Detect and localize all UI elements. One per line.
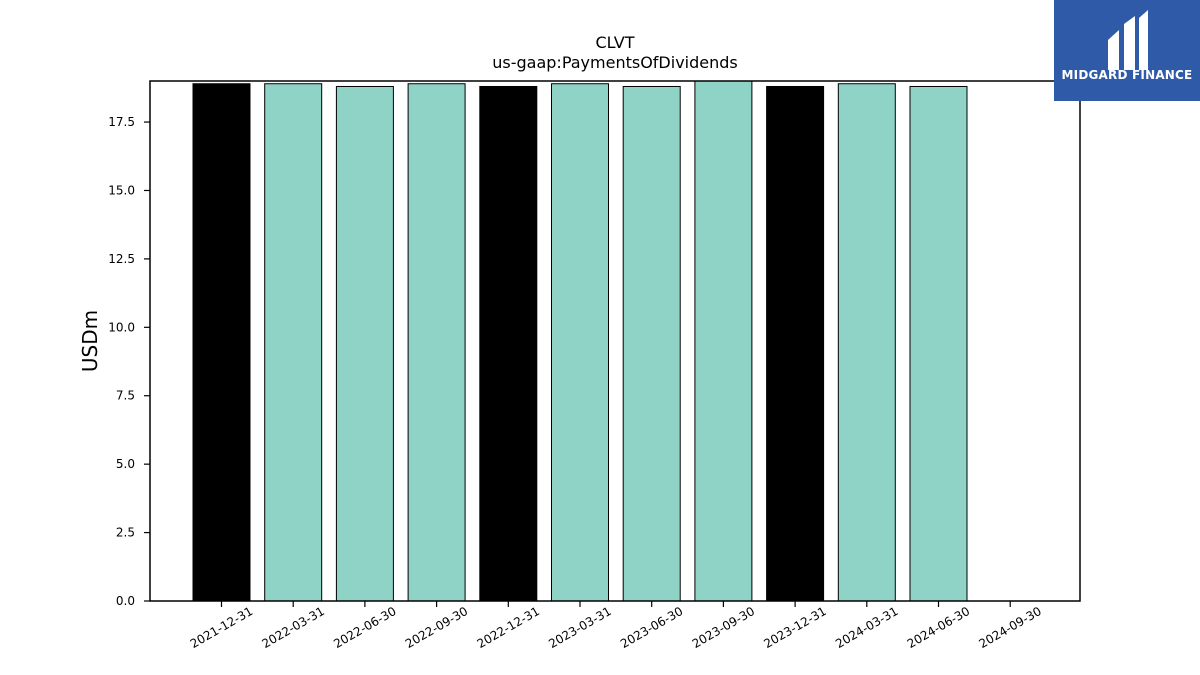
bar-2023-06-30 <box>622 85 681 602</box>
x-tick-label: 2022-12-31 <box>475 604 542 651</box>
bar-2022-12-31 <box>479 85 538 602</box>
x-tick-label: 2022-06-30 <box>331 604 398 651</box>
x-tick-label: 2023-09-30 <box>690 604 757 651</box>
logo-text: MIDGARD FINANCE <box>1061 68 1193 82</box>
x-tick-label: 2022-03-31 <box>259 604 326 651</box>
bar-2022-03-31 <box>264 83 323 602</box>
bar-2022-06-30 <box>335 85 394 602</box>
bar-2023-03-31 <box>551 83 609 602</box>
y-tick-label: 2.5 <box>116 526 135 540</box>
bar-2021-12-31 <box>192 83 251 602</box>
midgard-finance-logo: MIDGARD FINANCE <box>1054 0 1200 101</box>
bar-2024-03-31 <box>837 83 896 602</box>
y-tick-label: 17.5 <box>108 115 135 129</box>
y-axis-label: USDm <box>78 310 102 372</box>
bar-2023-09-30 <box>694 80 753 602</box>
bar-2024-06-30 <box>909 85 968 602</box>
x-tick-label: 2024-03-31 <box>833 604 900 651</box>
y-tick-label: 7.5 <box>116 389 135 403</box>
x-tick-label: 2024-09-30 <box>976 604 1043 651</box>
chart-subtitle: us-gaap:PaymentsOfDividends <box>492 53 737 72</box>
chart-title: CLVT <box>595 33 634 52</box>
bar-2022-09-30 <box>407 83 466 602</box>
y-tick-label: 10.0 <box>108 320 135 334</box>
y-tick-label: 12.5 <box>108 252 135 266</box>
midgard-emblem-icon <box>1108 10 1148 70</box>
x-tick-label: 2021-12-31 <box>188 604 255 651</box>
x-tick-label: 2023-06-30 <box>618 604 685 651</box>
y-tick-label: 15.0 <box>108 183 135 197</box>
x-tick-label: 2023-03-31 <box>546 604 613 651</box>
x-tick-label: 2024-06-30 <box>905 604 972 651</box>
bar-2023-12-31 <box>766 85 825 602</box>
y-tick-label: 0.0 <box>116 594 135 608</box>
x-tick-label: 2022-09-30 <box>403 604 470 651</box>
y-tick-label: 5.0 <box>116 457 135 471</box>
x-tick-label: 2023-12-31 <box>761 604 828 651</box>
plot-frame <box>149 80 1081 602</box>
